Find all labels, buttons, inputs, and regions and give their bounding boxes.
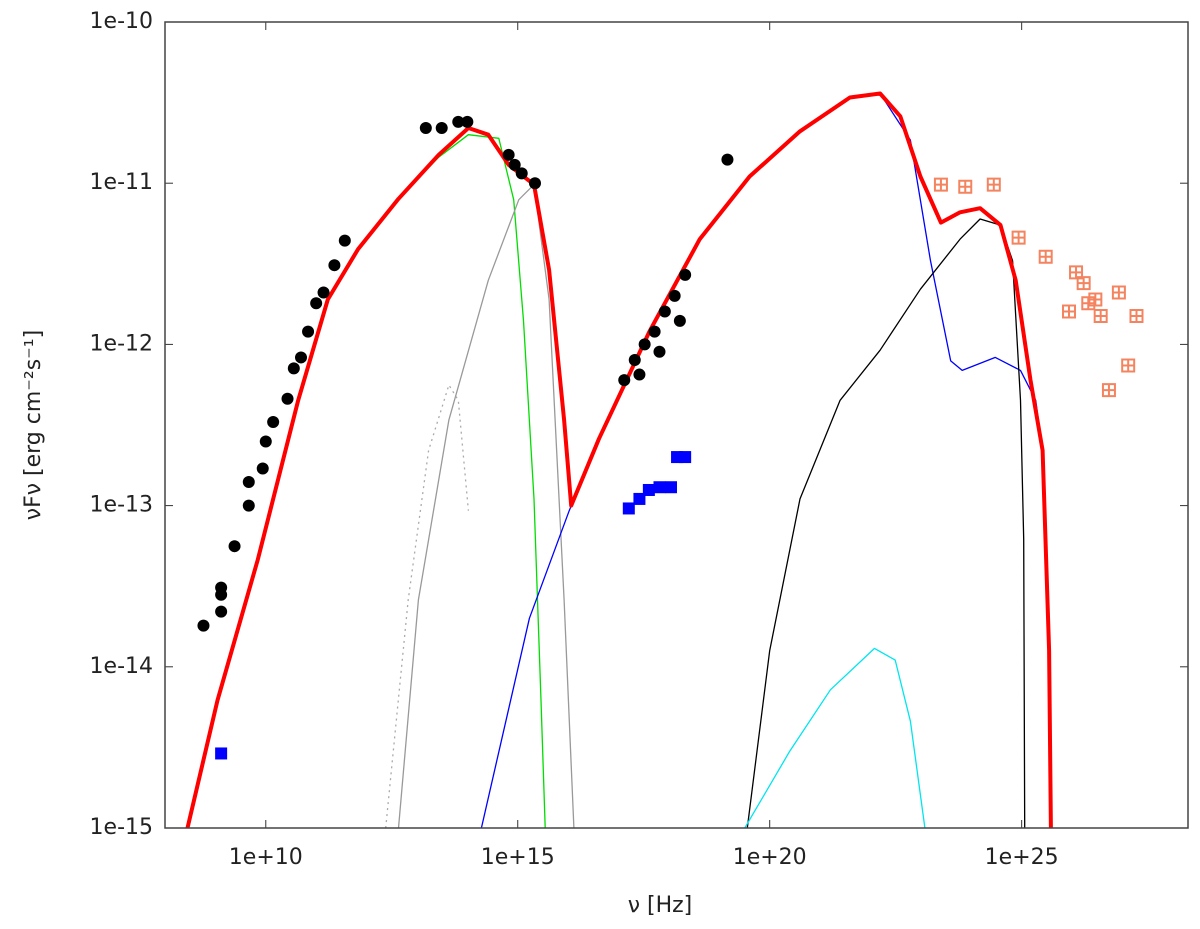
data-point <box>1111 285 1126 300</box>
plot-frame <box>164 21 1189 829</box>
data-point <box>215 747 228 760</box>
data-point <box>461 115 474 128</box>
data-point <box>242 499 255 512</box>
data-point <box>435 122 448 135</box>
y-tick-label: 1e-10 <box>90 9 153 34</box>
data-point <box>622 502 635 515</box>
data-point <box>679 268 692 281</box>
data-point <box>986 177 1001 192</box>
y-tick-label: 1e-15 <box>90 815 153 840</box>
data-point <box>452 115 465 128</box>
data-point <box>310 297 323 310</box>
sed-curve <box>385 384 470 828</box>
data-point <box>673 314 686 327</box>
data-point <box>1129 309 1144 324</box>
sed-curve <box>744 647 926 828</box>
data-point <box>721 153 734 166</box>
data-point <box>1101 383 1116 398</box>
y-tick-label: 1e-14 <box>90 654 153 679</box>
data-point <box>267 416 280 429</box>
data-point <box>256 462 269 475</box>
data-point <box>515 167 528 180</box>
data-point <box>287 362 300 375</box>
data-point <box>1088 292 1103 307</box>
data-point <box>679 451 692 464</box>
data-point <box>648 325 661 338</box>
data-point <box>628 354 641 367</box>
y-tick-label: 1e-11 <box>90 170 153 195</box>
data-point <box>1011 230 1026 245</box>
data-point <box>633 492 646 505</box>
data-point <box>242 476 255 489</box>
data-point <box>295 351 308 364</box>
data-point <box>618 374 631 387</box>
data-point <box>1121 358 1136 373</box>
data-point <box>638 338 651 351</box>
data-point <box>508 158 521 171</box>
data-point <box>197 619 210 632</box>
sed-curve <box>397 183 575 828</box>
data-point <box>338 234 351 247</box>
y-axis-label: νFν [erg cm⁻²s⁻¹] <box>21 330 46 520</box>
y-tick-label: 1e-12 <box>90 331 153 356</box>
data-point <box>633 368 646 381</box>
x-tick-label: 1e+10 <box>229 845 303 870</box>
data-point <box>302 325 315 338</box>
data-point <box>1093 309 1108 324</box>
data-point <box>653 481 666 494</box>
data-point <box>658 305 671 318</box>
data-point <box>1038 249 1053 264</box>
x-tick-label: 1e+15 <box>481 845 555 870</box>
data-point <box>653 345 666 358</box>
data-point <box>328 259 341 272</box>
x-tick-label: 1e+20 <box>733 845 807 870</box>
data-point <box>502 148 515 161</box>
data-point <box>1069 265 1084 280</box>
x-tick-label: 1e+25 <box>985 845 1059 870</box>
data-point <box>215 605 228 618</box>
data-point <box>281 392 294 405</box>
sed-curve <box>746 218 1026 828</box>
data-point <box>1062 304 1076 319</box>
y-tick-label: 1e-13 <box>90 493 153 518</box>
data-point <box>228 540 241 553</box>
x-axis-label: ν [Hz] <box>628 893 693 918</box>
data-point <box>1076 276 1091 291</box>
data-point <box>958 179 973 194</box>
data-point <box>317 286 330 299</box>
data-point <box>215 581 228 594</box>
data-point <box>642 483 655 496</box>
data-point <box>259 435 272 448</box>
data-point <box>665 481 678 494</box>
data-point <box>933 177 948 192</box>
data-point <box>419 122 432 135</box>
data-point <box>668 289 681 302</box>
data-point <box>528 177 541 190</box>
